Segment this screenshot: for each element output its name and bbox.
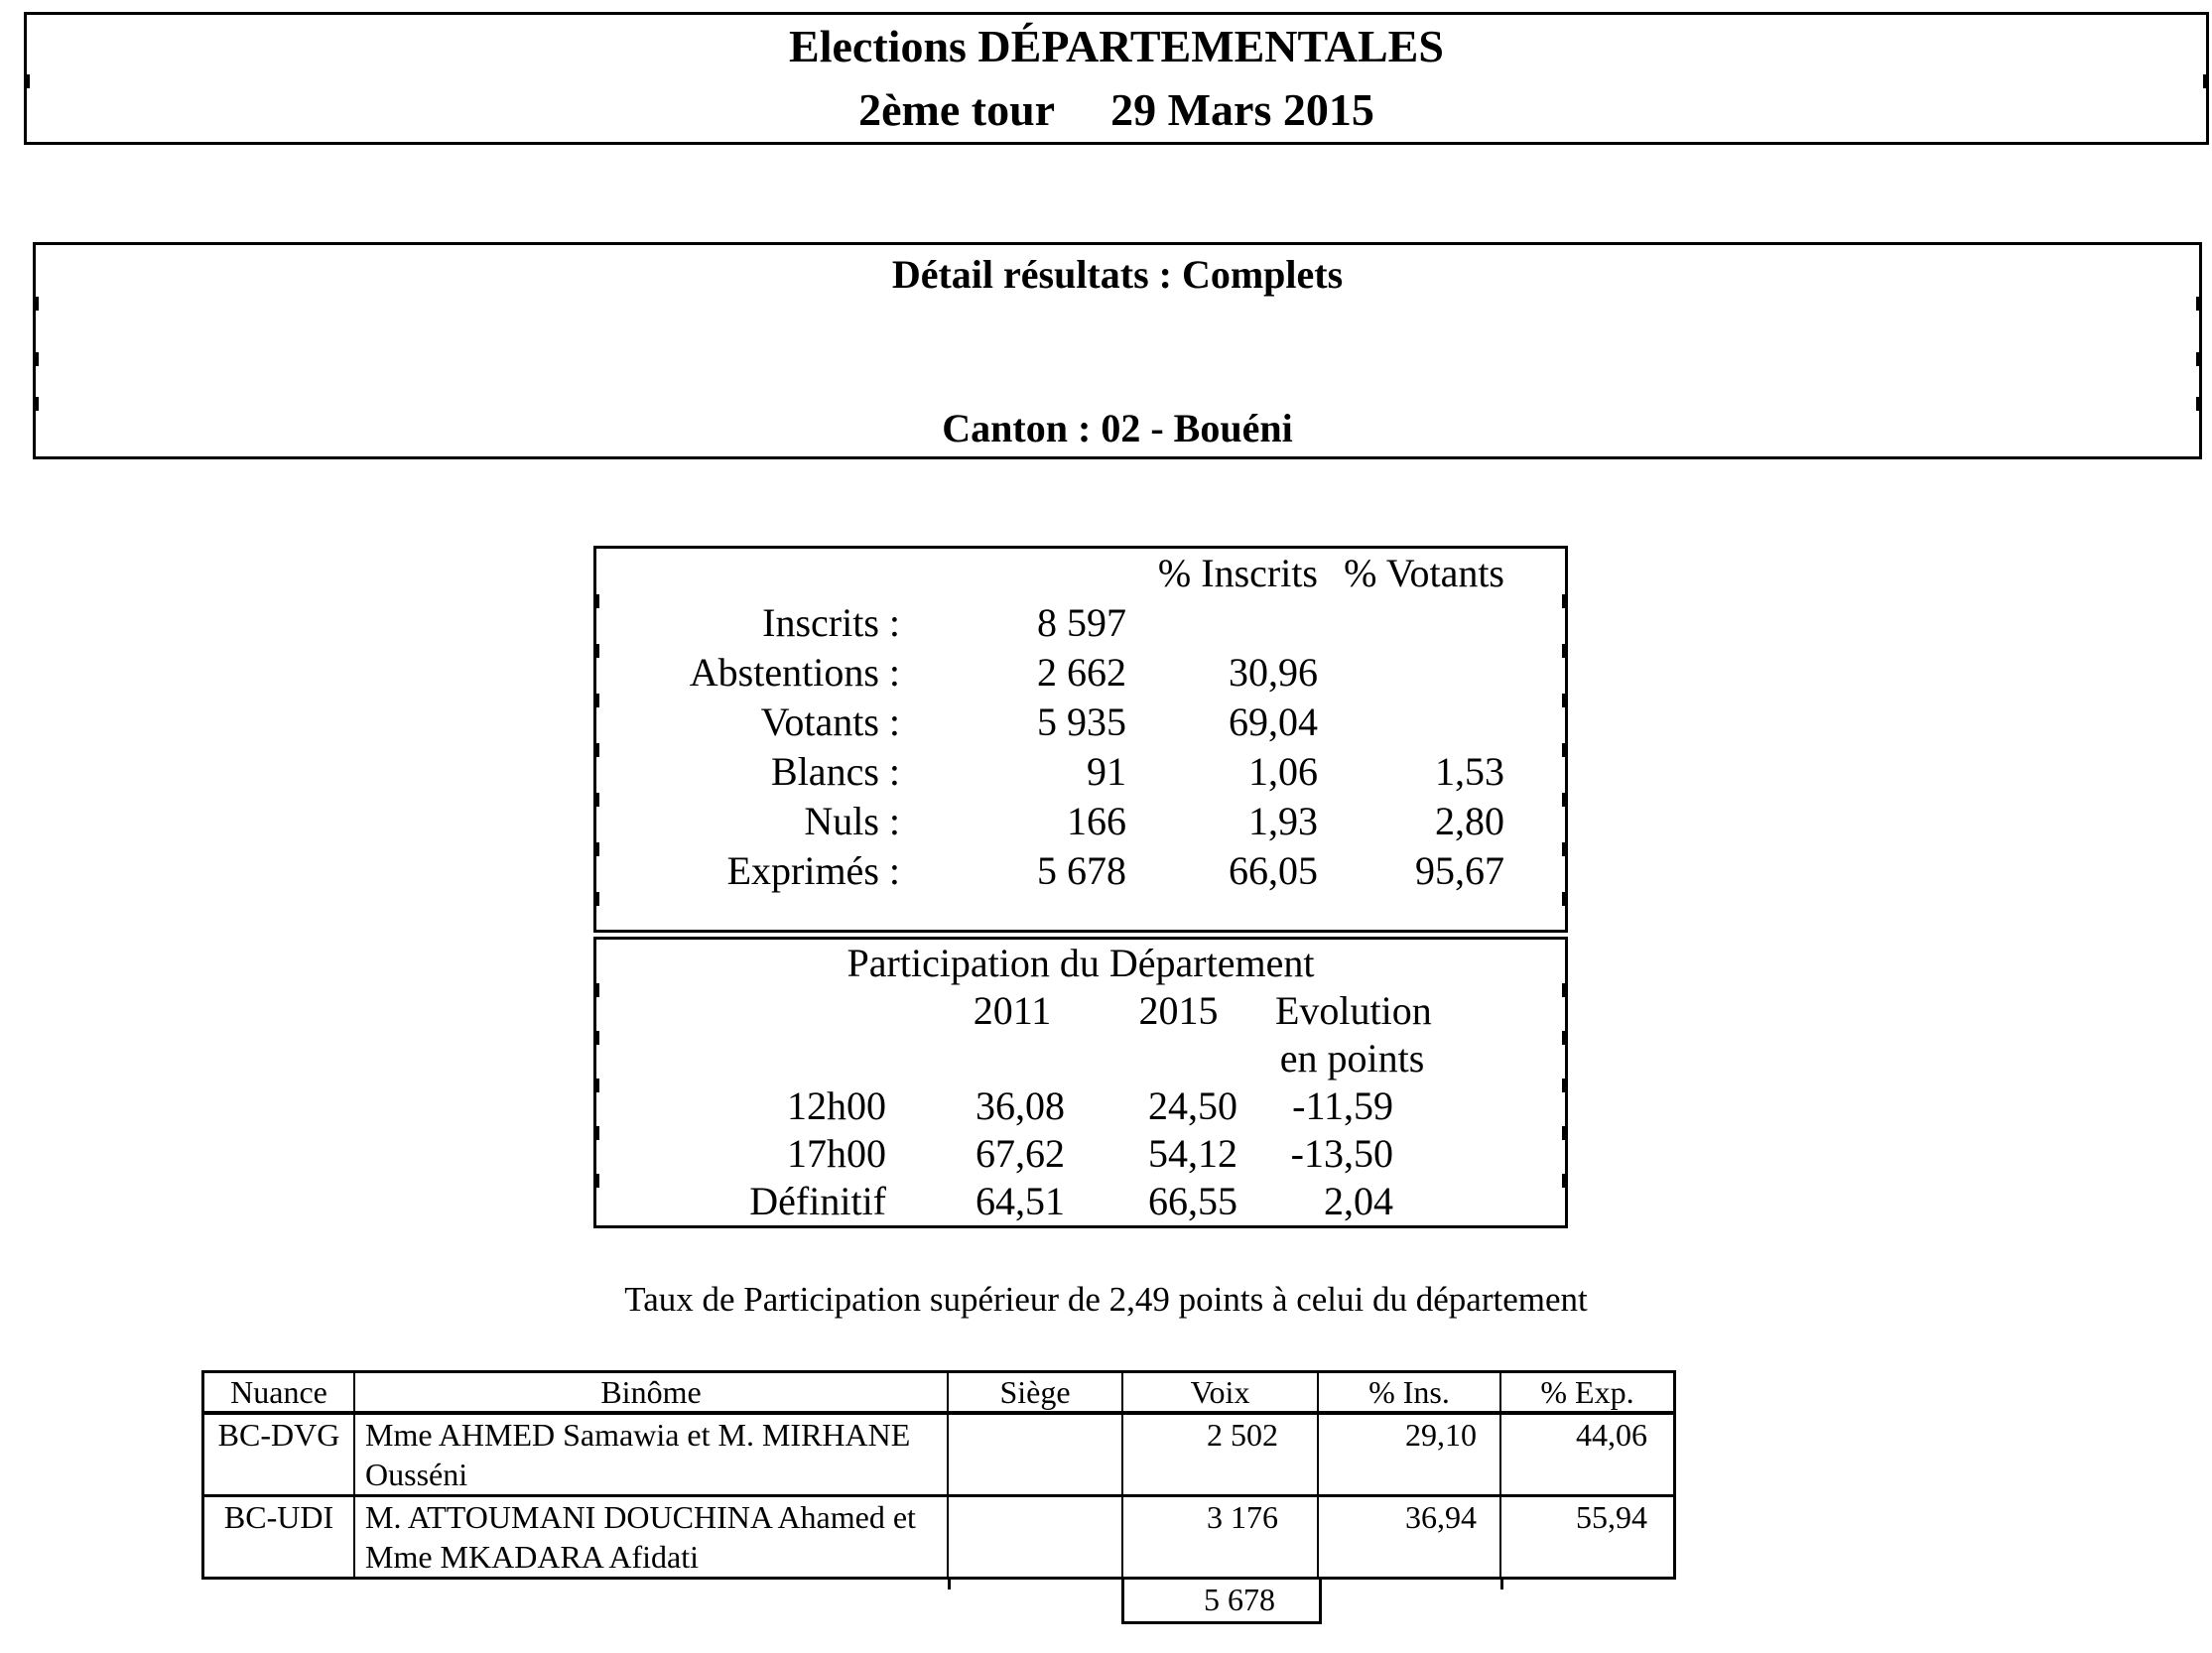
- pct-exp-value: 55,94: [1576, 1499, 1647, 1535]
- stats-row-pct-votants: [1326, 698, 1512, 747]
- binome-names: M. ATTOUMANI DOUCHINA Ahamed et Mme MKAD…: [355, 1497, 949, 1577]
- nuance-code: BC-DVG: [204, 1415, 355, 1494]
- title-box: Elections DÉPARTEMENTALES 2ème tour 29 M…: [24, 12, 2209, 145]
- stats-header-empty: [908, 549, 1134, 598]
- results-table: Nuance Binôme Siège Voix % Ins. % Exp. B…: [201, 1370, 1676, 1580]
- participation-header-2011: 2011: [973, 988, 1052, 1033]
- participation-2015-value: 66,55: [1148, 1179, 1237, 1223]
- stats-row-label: Inscrits :: [762, 600, 900, 645]
- nuance-code: BC-UDI: [204, 1497, 355, 1577]
- results-header-nuance: Nuance: [204, 1373, 355, 1411]
- document-subtitle: 2ème tour 29 Mars 2015: [27, 78, 2206, 142]
- participation-evolution-value: -13,50: [1290, 1131, 1393, 1176]
- participation-2015-value: 24,50: [1148, 1083, 1237, 1128]
- participation-2011-value: 64,51: [976, 1179, 1065, 1223]
- participation-header-en-points: en points: [1279, 1036, 1425, 1081]
- document-title: Elections DÉPARTEMENTALES: [789, 21, 1444, 71]
- table-row: BC-UDI M. ATTOUMANI DOUCHINA Ahamed et M…: [204, 1497, 1673, 1577]
- results-header-binome: Binôme: [355, 1373, 949, 1411]
- stats-row-label: Nuls :: [804, 799, 900, 843]
- stats-row-pct-votants: 2,80: [1435, 799, 1504, 843]
- pct-ins-value: 36,94: [1319, 1497, 1501, 1577]
- binome-names: Mme AHMED Samawia et M. MIRHANE Ousséni: [355, 1415, 949, 1494]
- stats-row-pct-inscrits: 66,05: [1229, 848, 1318, 893]
- participation-row-label: 12h00: [787, 1083, 886, 1128]
- results-header-pct-exp: % Exp.: [1540, 1374, 1634, 1410]
- round-label: 2ème tour: [858, 84, 1056, 135]
- date-label: 29 Mars 2015: [1110, 84, 1374, 135]
- participation-2011-value: 36,08: [976, 1083, 1065, 1128]
- participation-evolution-value: 2,04: [1324, 1179, 1393, 1223]
- stats-row-pct-votants: [1326, 648, 1512, 698]
- participation-table: Participation du Département 2011 2015 E…: [593, 937, 1568, 1228]
- binome-line2: Ousséni: [365, 1457, 468, 1492]
- stats-row-label: Blancs :: [771, 749, 900, 794]
- participation-comparison-note: Taux de Participation supérieur de 2,49 …: [624, 1280, 1588, 1319]
- detail-box: Détail résultats : Complets Canton : 02 …: [33, 242, 2202, 459]
- divider-stub: [1500, 1577, 1503, 1589]
- participation-title: Participation du Département: [846, 941, 1315, 985]
- stats-row-value: 91: [1087, 749, 1126, 794]
- stats-header-pct-inscrits: % Inscrits: [1157, 551, 1318, 595]
- binome-line2: Mme MKADARA Afidati: [365, 1539, 699, 1575]
- results-header-row: Nuance Binôme Siège Voix % Ins. % Exp.: [204, 1373, 1673, 1415]
- participation-2011-value: 67,62: [976, 1131, 1065, 1176]
- pct-ins-value: 29,10: [1319, 1415, 1501, 1494]
- stats-row-pct-inscrits: 1,93: [1248, 799, 1318, 843]
- participation-evolution-value: -11,59: [1292, 1083, 1393, 1128]
- stats-row-value: 166: [1067, 799, 1126, 843]
- stats-table: % Inscrits % Votants Inscrits : 8 597 Ab…: [593, 546, 1568, 933]
- total-voix-box: 5 678: [1121, 1580, 1322, 1624]
- table-row: BC-DVG Mme AHMED Samawia et M. MIRHANE O…: [204, 1415, 1673, 1497]
- stats-row-value: 8 597: [1037, 600, 1126, 645]
- voix-value: 3 176: [1123, 1497, 1319, 1577]
- stats-row-label: Exprimés :: [726, 848, 900, 893]
- divider-stub: [948, 1577, 951, 1589]
- stats-row-value: 5 678: [1037, 848, 1126, 893]
- stats-row-pct-votants: 95,67: [1415, 848, 1504, 893]
- siege-value: [949, 1415, 1123, 1494]
- stats-row-label: Votants :: [760, 699, 900, 744]
- results-header-voix: Voix: [1123, 1373, 1319, 1411]
- stats-row-pct-inscrits: 30,96: [1229, 650, 1318, 695]
- stats-row-label: Abstentions :: [689, 650, 900, 695]
- detail-results-title: Détail résultats : Complets: [891, 252, 1344, 297]
- stats-header-empty: [596, 549, 908, 598]
- voix-value: 2 502: [1123, 1415, 1319, 1494]
- participation-row-label: Définitif: [749, 1179, 886, 1223]
- stats-row-value: 2 662: [1037, 650, 1126, 695]
- participation-2015-value: 54,12: [1148, 1131, 1237, 1176]
- binome-line1: M. ATTOUMANI DOUCHINA Ahamed et: [365, 1499, 916, 1535]
- stats-row-pct-votants: [1326, 598, 1512, 648]
- canton-title: Canton : 02 - Bouéni: [942, 406, 1293, 450]
- results-header-pct-ins: % Ins.: [1319, 1373, 1501, 1411]
- stats-row-pct-votants: 1,53: [1435, 749, 1504, 794]
- stats-row-value: 5 935: [1037, 699, 1126, 744]
- participation-row-label: 17h00: [787, 1131, 886, 1176]
- stats-header-pct-votants: % Votants: [1344, 551, 1504, 595]
- participation-header-evolution: Evolution: [1275, 988, 1432, 1033]
- siege-value: [949, 1497, 1123, 1577]
- stats-row-pct-inscrits: [1134, 598, 1326, 648]
- stats-row-pct-inscrits: 69,04: [1229, 699, 1318, 744]
- stats-row-pct-inscrits: 1,06: [1248, 749, 1318, 794]
- participation-header-2015: 2015: [1138, 988, 1219, 1033]
- pct-exp-value: 44,06: [1576, 1417, 1647, 1453]
- binome-line1: Mme AHMED Samawia et M. MIRHANE: [365, 1417, 911, 1453]
- results-header-siege: Siège: [949, 1373, 1123, 1411]
